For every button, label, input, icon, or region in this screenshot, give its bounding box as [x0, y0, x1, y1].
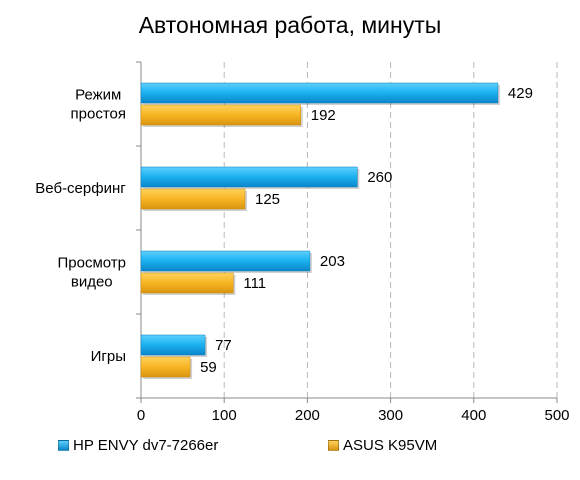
- legend-label-hp: HP ENVY dv7-7266er: [73, 437, 219, 454]
- data-label: 260: [367, 169, 392, 186]
- data-label: 429: [508, 85, 533, 102]
- category-label: Игры: [91, 348, 126, 365]
- category-label-line: Режим: [75, 87, 121, 104]
- legend-swatch-hp: [58, 440, 69, 451]
- bar-hp: [140, 334, 206, 356]
- category-label: Просмотр видео: [57, 255, 126, 291]
- data-label: 111: [243, 275, 266, 292]
- data-label: 192: [311, 107, 336, 124]
- bar-asus: [140, 272, 234, 294]
- x-tick-label: 500: [544, 407, 569, 424]
- x-tick-label: 200: [295, 407, 320, 424]
- bar-asus: [140, 104, 301, 126]
- legend: HP ENVY dv7-7266er ASUS K95VM: [0, 437, 580, 461]
- bar-hp: [140, 166, 358, 188]
- x-tick-label: 400: [461, 407, 486, 424]
- legend-item-asus: ASUS K95VM: [328, 437, 437, 454]
- x-tick-label: 300: [378, 407, 403, 424]
- x-tick-label: 0: [137, 407, 145, 424]
- data-label: 59: [200, 359, 217, 376]
- x-tick-label: 100: [212, 407, 237, 424]
- data-label: 125: [255, 191, 280, 208]
- data-label: 203: [320, 253, 345, 270]
- bar-hp: [140, 82, 499, 104]
- legend-swatch-asus: [328, 440, 339, 451]
- chart-title: Автономная работа, минуты: [138, 12, 442, 38]
- legend-label-asus: ASUS K95VM: [343, 437, 438, 454]
- category-label-line: Игры: [91, 348, 126, 365]
- category-label-line: Веб-серфинг: [35, 180, 126, 197]
- category-label-line: простоя: [71, 106, 126, 123]
- category-label-line: Просмотр: [57, 255, 126, 272]
- category-label: Режим простоя: [71, 87, 126, 123]
- data-label: 77: [215, 337, 232, 354]
- bar-hp: [140, 250, 311, 272]
- bar-asus: [140, 356, 191, 378]
- category-label-line: видео: [71, 274, 113, 291]
- legend-item-hp: HP ENVY dv7-7266er: [58, 437, 218, 454]
- category-label: Веб-серфинг: [35, 180, 126, 197]
- bar-asus: [140, 188, 246, 210]
